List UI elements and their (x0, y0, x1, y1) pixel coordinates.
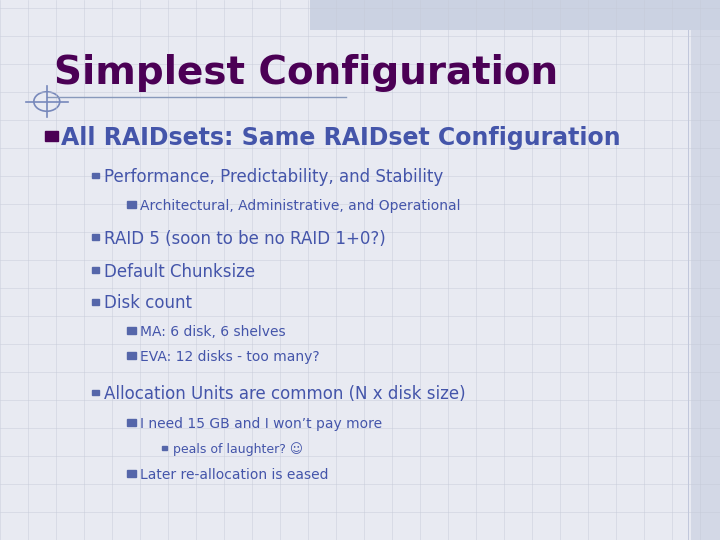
Text: EVA: 12 disks - too many?: EVA: 12 disks - too many? (140, 350, 320, 365)
Bar (92, 390, 99, 395)
Text: RAID 5 (soon to be no RAID 1+0?): RAID 5 (soon to be no RAID 1+0?) (104, 230, 386, 248)
Text: I need 15 GB and I won’t pay more: I need 15 GB and I won’t pay more (140, 417, 382, 431)
Text: Later re-allocation is eased: Later re-allocation is eased (140, 468, 329, 482)
Bar (162, 446, 167, 449)
Bar (688, 30, 689, 540)
Text: Default Chunksize: Default Chunksize (104, 262, 256, 281)
Bar (310, 0, 720, 30)
Bar (691, 30, 720, 540)
Text: Simplest Configuration: Simplest Configuration (54, 54, 558, 92)
Text: Architectural, Administrative, and Operational: Architectural, Administrative, and Opera… (140, 199, 461, 213)
Bar (92, 234, 99, 240)
Bar (92, 267, 99, 273)
Bar (92, 173, 99, 178)
Bar (92, 299, 99, 305)
Text: Performance, Predictability, and Stability: Performance, Predictability, and Stabili… (104, 168, 444, 186)
Text: All RAIDsets: Same RAIDset Configuration: All RAIDsets: Same RAIDset Configuration (61, 126, 621, 150)
Text: Disk count: Disk count (104, 294, 192, 313)
Text: peals of laughter? ☺: peals of laughter? ☺ (173, 442, 302, 456)
Text: MA: 6 disk, 6 shelves: MA: 6 disk, 6 shelves (140, 325, 286, 339)
Text: Allocation Units are common (N x disk size): Allocation Units are common (N x disk si… (104, 385, 466, 403)
